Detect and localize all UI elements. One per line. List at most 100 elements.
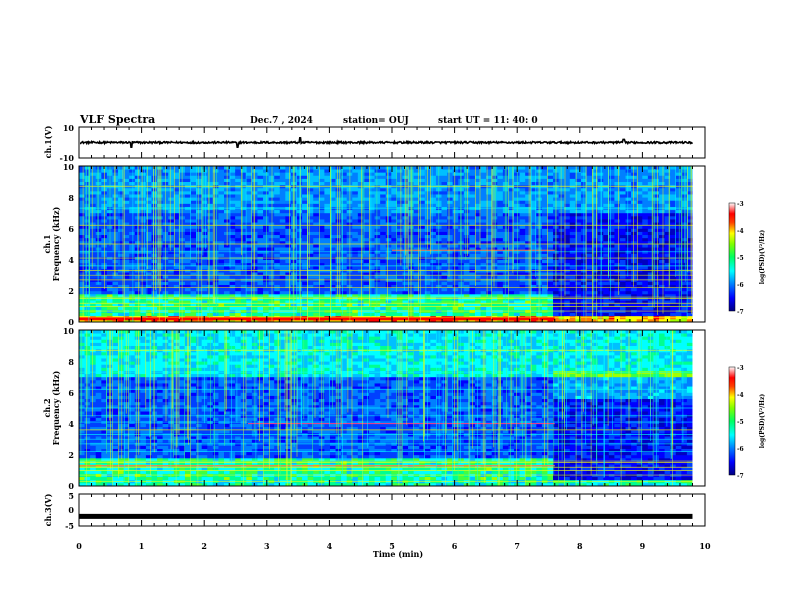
spec-cell [157, 175, 164, 179]
spec-cell [369, 181, 375, 186]
spec-cell [452, 181, 459, 186]
spec-cell [547, 178, 554, 182]
spec-cell [324, 244, 331, 248]
spec-cell [134, 293, 141, 298]
spec-cell [430, 272, 437, 276]
spec-cell [569, 265, 576, 270]
spec-cell [84, 172, 91, 176]
spec-cell [441, 175, 448, 179]
spec-cell [391, 200, 398, 204]
spec-cell [173, 284, 180, 289]
spec-cell [157, 253, 164, 257]
spec-cell [357, 178, 364, 182]
spec-cell [118, 284, 125, 289]
spec-cell [207, 209, 214, 214]
spec-cell [251, 203, 258, 207]
spec-cell [229, 234, 236, 239]
spec-cell [184, 234, 191, 239]
spec-cell [123, 187, 130, 192]
spec-cell [268, 275, 275, 279]
spec-cell [619, 234, 626, 239]
spec-cell [474, 181, 481, 186]
spec-cell [207, 222, 214, 226]
spec-cell [201, 244, 208, 248]
spec-cell [396, 178, 403, 182]
spec-cell [547, 244, 554, 248]
spec-cell [480, 212, 487, 217]
spec-cell [380, 265, 387, 270]
spec-cell [307, 262, 314, 267]
spec-cell [151, 231, 158, 236]
spec-cell [480, 187, 487, 192]
spec-cell [324, 306, 331, 310]
spec-cell [129, 228, 136, 232]
spec-cell [307, 181, 314, 186]
spec-cell [162, 234, 169, 239]
spec-cell [369, 247, 375, 251]
spec-cell [430, 262, 437, 267]
spec-cell [123, 259, 130, 264]
spec-cell [569, 175, 576, 179]
spec-cell [619, 306, 626, 310]
spec-cell [224, 275, 230, 279]
spec-cell [525, 219, 532, 223]
spec-cell [519, 197, 526, 201]
spec-cell [329, 200, 336, 204]
spec-cell [586, 312, 593, 317]
spec-cell [352, 190, 359, 195]
spec-cell [129, 175, 136, 179]
spec-cell [190, 219, 197, 223]
spec-cell [95, 231, 102, 236]
spec-cell [547, 181, 554, 186]
spec-cell [168, 265, 175, 270]
spec-cell [547, 212, 554, 217]
spec-cell [569, 244, 576, 248]
spec-cell [134, 275, 141, 279]
spec-cell [541, 194, 548, 198]
spec-cell [352, 281, 359, 285]
spec-cell [196, 228, 203, 232]
spec-cell [430, 234, 437, 239]
spec-cell [145, 265, 152, 270]
spec-cell [441, 169, 448, 173]
spec-cell [396, 303, 403, 307]
spec-cell [123, 228, 130, 232]
spec-cell [525, 190, 532, 195]
spec-cell [385, 178, 392, 182]
spec-cell [274, 247, 281, 251]
spec-cell [95, 209, 102, 214]
spec-cell [324, 181, 331, 186]
spec-cell [441, 200, 448, 204]
spec-cell [558, 203, 565, 207]
spec-cell [285, 275, 292, 279]
spec-cell [207, 290, 214, 295]
spec-cell [201, 303, 208, 307]
spec-cell [341, 212, 348, 217]
spec-cell [614, 290, 621, 295]
spec-cell [391, 259, 398, 264]
spec-cell [212, 312, 219, 317]
spec-cell [302, 187, 309, 192]
spec-cell [313, 275, 320, 279]
spec-cell [597, 200, 604, 204]
spec-cell [285, 197, 292, 201]
spec-cell [469, 169, 476, 173]
spec-cell [396, 312, 403, 317]
spec-cell [452, 284, 459, 289]
spec-cell [413, 290, 420, 295]
spec-cell [396, 272, 403, 276]
spec-cell [106, 281, 113, 285]
spec-cell [123, 203, 130, 207]
spec-cell [90, 287, 97, 292]
spec-cell [419, 209, 426, 214]
spec-cell [525, 306, 532, 310]
spec-cell [452, 262, 459, 267]
spec-cell [145, 253, 152, 257]
spec-cell [79, 265, 85, 270]
spec-cell [474, 318, 481, 323]
spec-cell [558, 244, 565, 248]
spec-cell [106, 272, 113, 276]
spec-cell [396, 172, 403, 176]
spec-cell [95, 178, 102, 182]
spec-cell [313, 281, 320, 285]
